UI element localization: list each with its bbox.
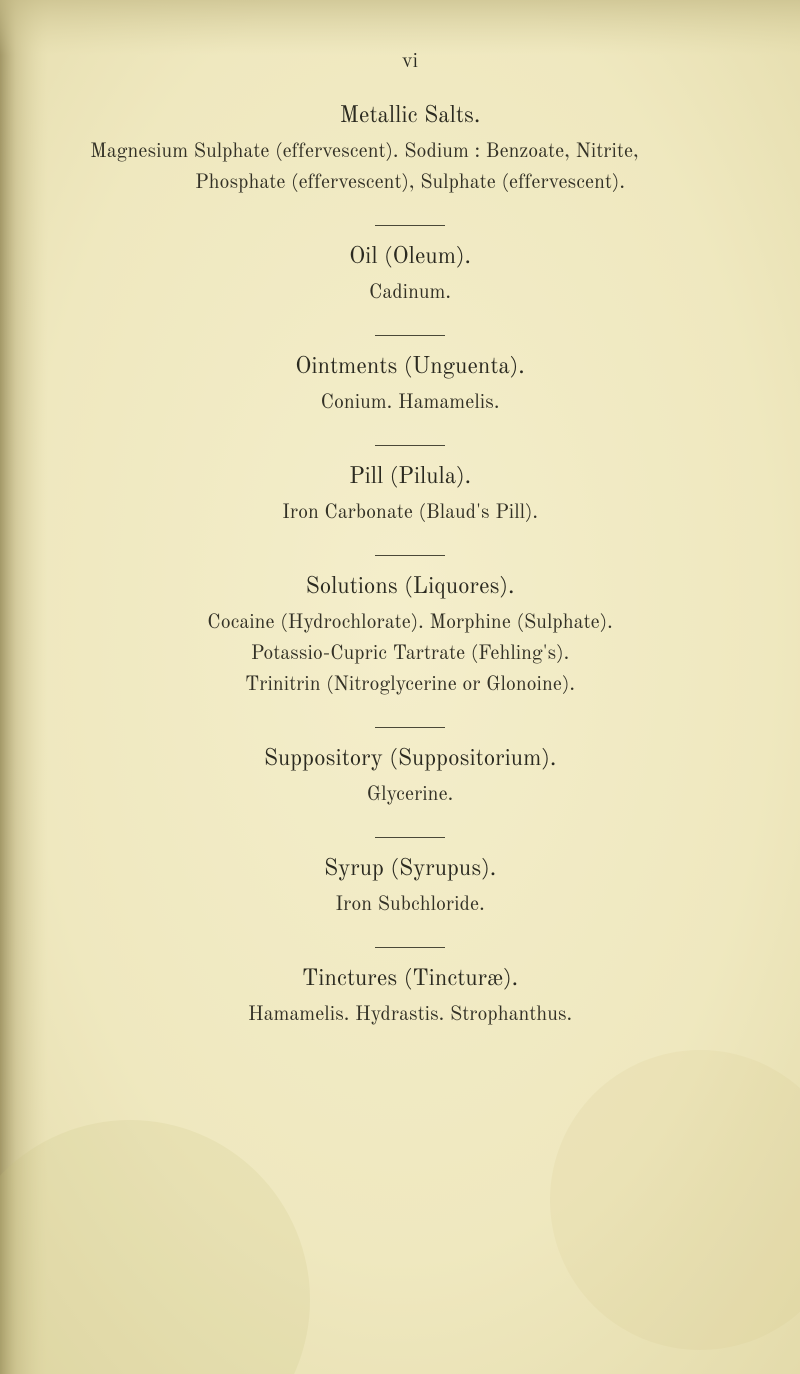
page-number: vi: [90, 50, 730, 75]
line: Cocaine (Hydrochlorate). Morphine (Sulph…: [90, 608, 730, 639]
heading-ointments: Ointments (Unguenta).: [90, 354, 730, 382]
divider: [375, 727, 445, 728]
line: Iron Carbonate (Blaud's Pill).: [90, 498, 730, 529]
heading-pill: Pill (Pilula).: [90, 464, 730, 492]
line: Potassio-Cupric Tartrate (Fehling's).: [90, 639, 730, 670]
heading-suppository: Suppository (Suppositorium).: [90, 746, 730, 774]
divider: [375, 335, 445, 336]
heading-solutions: Solutions (Liquores).: [90, 574, 730, 602]
divider: [375, 837, 445, 838]
line: Conium. Hamamelis.: [90, 388, 730, 419]
line: Iron Subchloride.: [90, 890, 730, 921]
section-syrup: Syrup (Syrupus). Iron Subchloride.: [90, 856, 730, 921]
divider: [375, 947, 445, 948]
section-metallic-salts: Metallic Salts. Magnesium Sulphate (effe…: [90, 103, 730, 199]
divider: [375, 555, 445, 556]
heading-metallic-salts: Metallic Salts.: [90, 103, 730, 131]
heading-oil: Oil (Oleum).: [90, 244, 730, 272]
section-tinctures: Tinctures (Tincturæ). Hamamelis. Hydrast…: [90, 966, 730, 1031]
line: Cadinum.: [90, 278, 730, 309]
line: Glycerine.: [90, 780, 730, 811]
section-oil: Oil (Oleum). Cadinum.: [90, 244, 730, 309]
divider: [375, 225, 445, 226]
section-ointments: Ointments (Unguenta). Conium. Hamamelis.: [90, 354, 730, 419]
section-pill: Pill (Pilula). Iron Carbonate (Blaud's P…: [90, 464, 730, 529]
heading-syrup: Syrup (Syrupus).: [90, 856, 730, 884]
section-solutions: Solutions (Liquores). Cocaine (Hydrochlo…: [90, 574, 730, 701]
section-suppository: Suppository (Suppositorium). Glycerine.: [90, 746, 730, 811]
line: Hamamelis. Hydrastis. Strophanthus.: [90, 1000, 730, 1031]
heading-tinctures: Tinctures (Tincturæ).: [90, 966, 730, 994]
divider: [375, 445, 445, 446]
line: Magnesium Sulphate (effervescent). Sodiu…: [90, 137, 730, 168]
line: Trinitrin (Nitroglycerine or Glonoine).: [90, 670, 730, 701]
line: Phosphate (effervescent), Sulphate (effe…: [90, 168, 730, 199]
